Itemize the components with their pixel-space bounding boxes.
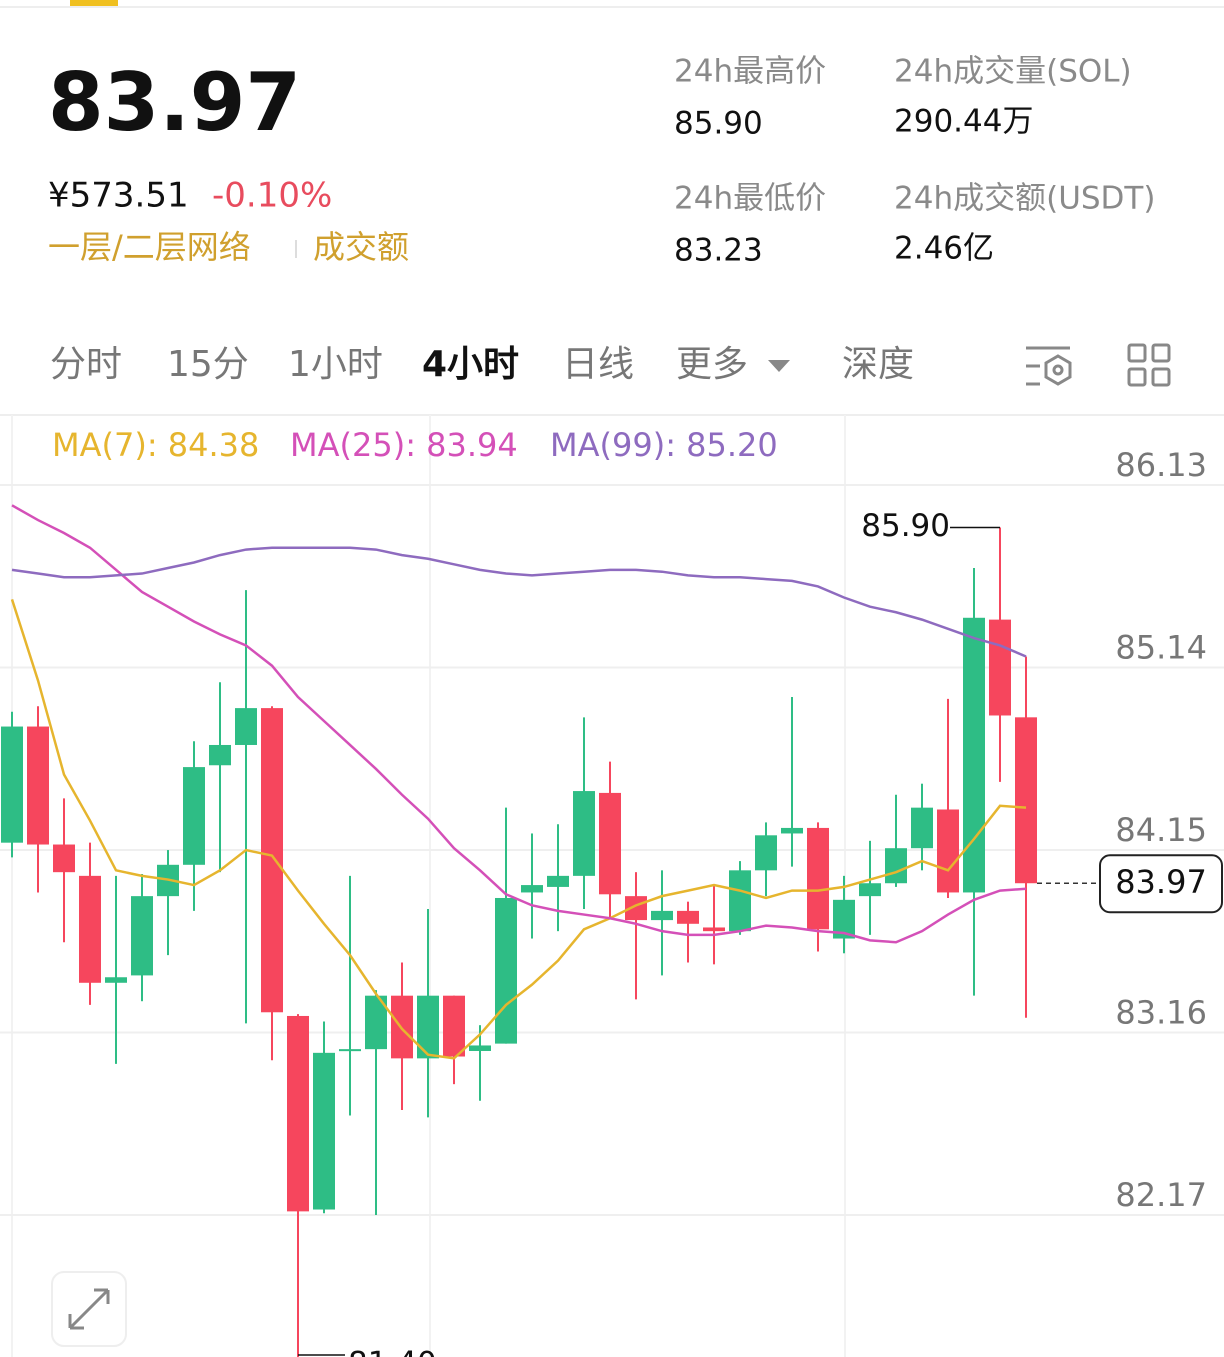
- candle-body: [781, 827, 803, 834]
- candle-body: [729, 870, 751, 932]
- candle-body: [183, 767, 205, 865]
- stat-value: 2.46亿: [894, 231, 994, 267]
- legend-entry: MA(25): 83.94: [290, 426, 518, 464]
- price: 83.97: [48, 56, 301, 149]
- stat-value: 83.23: [674, 233, 763, 269]
- y-tick-label: 86.13: [1115, 446, 1207, 484]
- stat-label: 24h成交额(USDT): [894, 181, 1155, 217]
- candle-body: [755, 835, 777, 871]
- candle-body: [495, 897, 517, 1044]
- tab[interactable]: 更多: [676, 344, 748, 385]
- legend-entry: MA(7): 84.38: [52, 426, 259, 464]
- candle-body: [937, 809, 959, 893]
- candle-body: [573, 791, 595, 876]
- y-tick-label: 84.15: [1115, 811, 1207, 849]
- candle-body: [105, 977, 127, 983]
- candle-body: [885, 848, 907, 884]
- tab[interactable]: 4小时: [422, 344, 519, 385]
- legend-entry: MA(99): 85.20: [550, 426, 778, 464]
- tab-bar: 分时 15分 1小时 4小时 日线 更多 深度: [50, 344, 914, 385]
- top-tab-indicator: [70, 0, 118, 6]
- settings-icon[interactable]: [1026, 346, 1072, 386]
- tab[interactable]: 1小时: [288, 344, 383, 385]
- candle-body: [443, 995, 465, 1057]
- candle-body: [651, 910, 673, 921]
- stat-label: 24h最低价: [674, 181, 826, 217]
- low-label: 81.40: [348, 1346, 437, 1357]
- tag[interactable]: 一层/二层网络: [48, 228, 251, 266]
- candle-body: [79, 875, 101, 983]
- stat-value: 85.90: [674, 106, 763, 142]
- tab[interactable]: 深度: [842, 344, 914, 385]
- candle-body: [807, 827, 829, 930]
- candle-body: [677, 910, 699, 924]
- candle-body: [963, 617, 985, 893]
- candle-body: [1015, 717, 1037, 884]
- last-price-box: [1099, 854, 1223, 914]
- stat-label: 24h最高价: [674, 54, 826, 90]
- candle-body: [833, 899, 855, 939]
- candle-body: [547, 875, 569, 887]
- y-tick-label: 85.14: [1115, 629, 1207, 667]
- ma-line: [11, 504, 1027, 944]
- candle-body: [209, 744, 231, 766]
- candle-body: [339, 1049, 361, 1052]
- candle-body: [599, 792, 621, 895]
- y-tick-label: 83.16: [1115, 994, 1207, 1032]
- candle-body: [261, 708, 283, 1013]
- candle-body: [911, 807, 933, 849]
- candle-body: [469, 1045, 491, 1051]
- tag[interactable]: 成交额: [313, 228, 409, 266]
- candle-body: [313, 1052, 335, 1210]
- chart: 86.13 85.14 84.15 83.16 82.17 MA(7): 84.38 MA(…: [0, 426, 1224, 1357]
- layout-icon[interactable]: [1127, 343, 1171, 387]
- candle-body: [131, 896, 153, 976]
- candle-body: [703, 927, 725, 932]
- last-price-label: 83.97: [1115, 863, 1207, 901]
- candle-body: [53, 844, 75, 873]
- candle-body: [989, 619, 1011, 716]
- tab[interactable]: 15分: [167, 344, 249, 385]
- stat-value: 290.44万: [894, 104, 1033, 140]
- tab[interactable]: 日线: [562, 344, 634, 385]
- candle-body: [521, 885, 543, 893]
- ma-line: [10, 598, 1027, 1060]
- tab[interactable]: 分时: [50, 344, 122, 385]
- candle-body: [859, 883, 881, 897]
- candle-body: [27, 726, 49, 845]
- stat-label: 24h成交量(SOL): [894, 54, 1132, 90]
- y-tick-label: 82.17: [1115, 1176, 1207, 1214]
- candle-body: [417, 995, 439, 1059]
- candle-body: [1, 726, 23, 843]
- candle-body: [365, 995, 387, 1050]
- cny-price: ¥573.51: [48, 176, 189, 216]
- expand-button[interactable]: [51, 1271, 127, 1347]
- candle-body: [287, 1015, 309, 1212]
- change: -0.10%: [212, 176, 332, 216]
- candle-body: [235, 708, 257, 745]
- high-label: 85.90: [861, 508, 950, 544]
- dropdown-arrow[interactable]: [768, 360, 790, 372]
- ma-line: [11, 546, 1027, 658]
